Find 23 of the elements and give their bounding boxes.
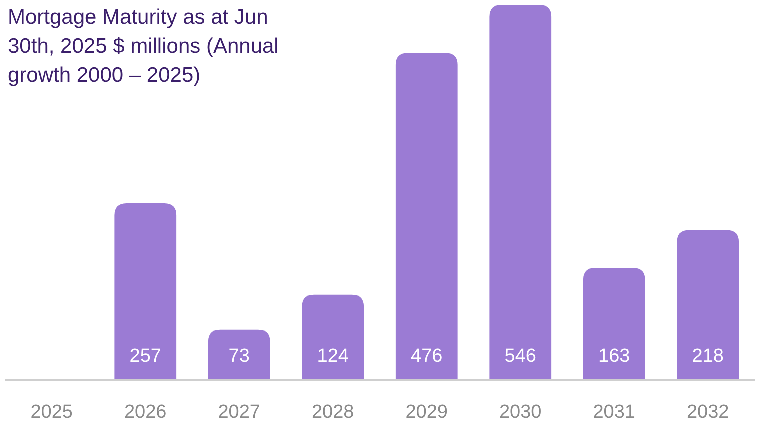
x-tick-label: 2031 [593,402,636,423]
data-label: 546 [504,346,536,367]
x-tick-label: 2027 [218,402,261,423]
bar [677,230,740,380]
data-label: 476 [411,346,443,367]
x-tick-label: 2028 [312,402,354,423]
bar [114,203,177,380]
x-tick-label: 2032 [686,402,730,423]
text: Mortgage Maturity as at Jun 30th, 2025 $ millions (Annual growth 2000 – 2025) [8,6,279,87]
data-label: 163 [598,346,630,367]
bar [208,330,270,380]
x-tick-label: 2026 [124,402,167,423]
bar [583,268,646,380]
bar [396,53,458,380]
x-tick-label: 2030 [499,402,542,423]
x-tick-label: 2029 [406,402,448,423]
bar [302,294,364,380]
bar [490,5,552,380]
data-label: 218 [692,346,724,367]
data-label: 73 [228,346,250,367]
data-label: 257 [130,346,162,367]
data-label: 124 [317,346,350,367]
x-tick-label: 2025 [30,402,74,423]
